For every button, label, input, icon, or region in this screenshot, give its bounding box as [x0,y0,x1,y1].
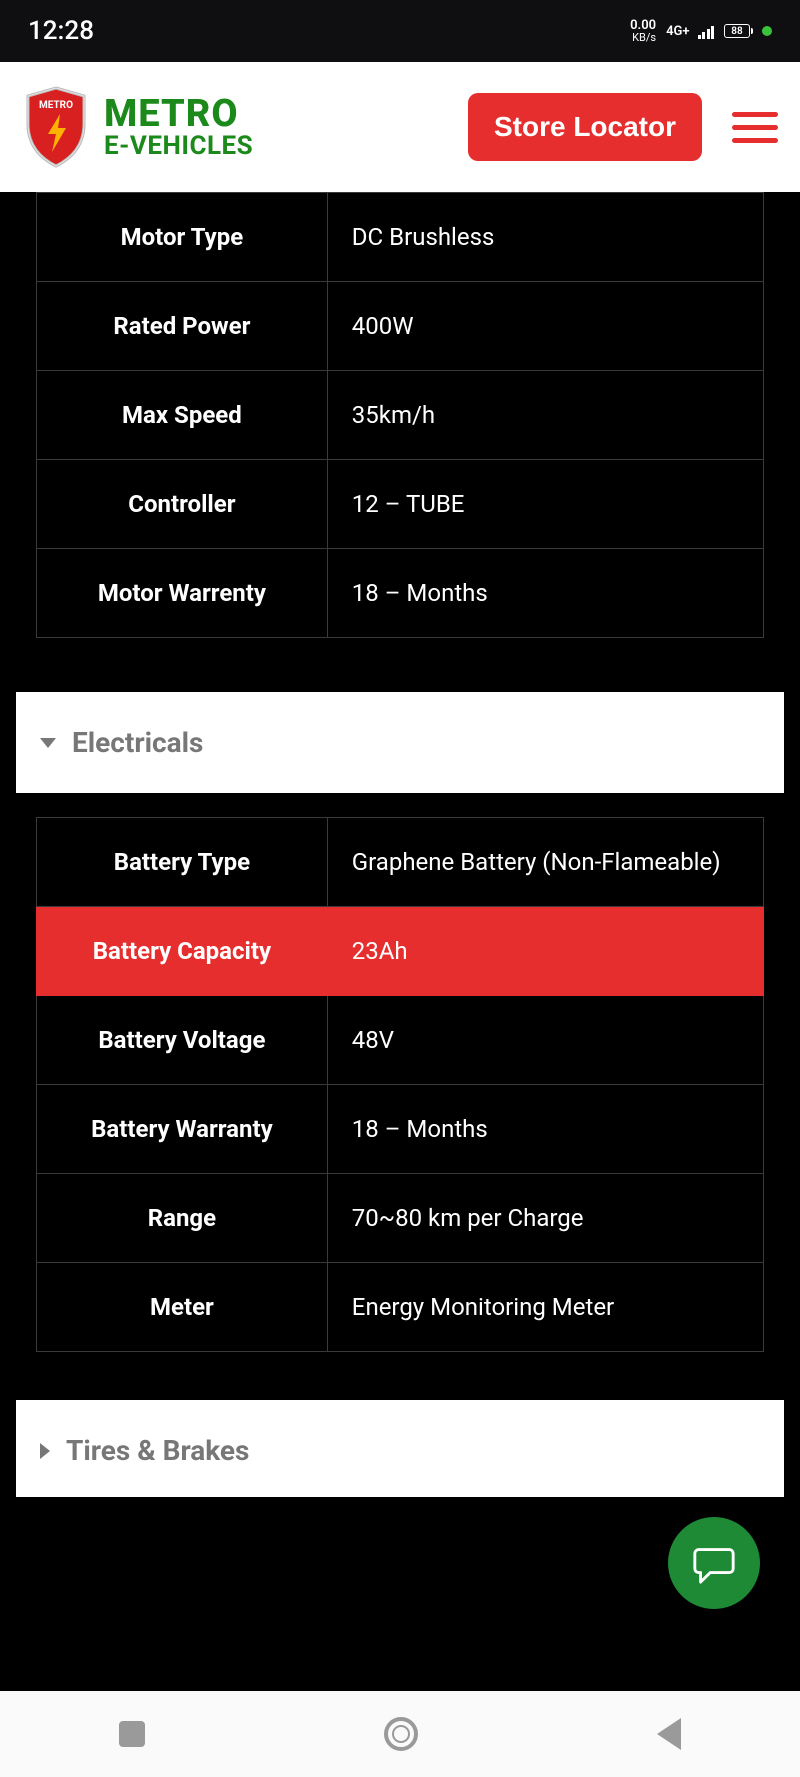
accordion-tires-brakes[interactable]: Tires & Brakes [16,1400,784,1497]
store-locator-button[interactable]: Store Locator [468,93,702,161]
spec-value: 35km/h [327,371,763,460]
signal-icon [698,23,715,39]
table-row: Max Speed35km/h [37,371,764,460]
spec-label: Battery Capacity [37,907,328,996]
android-nav-bar [0,1691,800,1777]
brand-wordmark[interactable]: METRO E-VEHICLES [104,95,454,159]
table-row: MeterEnergy Monitoring Meter [37,1263,764,1352]
page-content: Motor TypeDC BrushlessRated Power400WMax… [0,192,800,1497]
spec-label: Battery Type [37,818,328,907]
table-row: Battery Warranty18 – Months [37,1085,764,1174]
table-row: Range70~80 km per Charge [37,1174,764,1263]
app-header: METRO METRO E-VEHICLES Store Locator [0,62,800,192]
menu-icon[interactable] [732,112,778,143]
chat-icon [691,1540,737,1586]
spec-label: Rated Power [37,282,328,371]
nav-home-icon[interactable] [384,1717,418,1751]
status-indicators: 0.00 KB/s 4G+ 88 [630,19,772,43]
table-row: Motor TypeDC Brushless [37,193,764,282]
nav-back-icon[interactable] [657,1718,681,1750]
nav-recent-icon[interactable] [119,1721,145,1747]
spec-label: Max Speed [37,371,328,460]
accordion-electricals[interactable]: Electricals [16,692,784,793]
status-dot-icon [762,26,772,36]
chat-button[interactable] [668,1517,760,1609]
accordion-title: Electricals [72,726,203,759]
spec-value: 18 – Months [327,1085,763,1174]
table-row: Battery Voltage48V [37,996,764,1085]
network-type: 4G+ [666,24,689,39]
motor-spec-table: Motor TypeDC BrushlessRated Power400WMax… [36,192,764,638]
brand-line2: E-VEHICLES [104,133,454,159]
status-time: 12:28 [28,16,94,46]
chevron-down-icon [40,738,56,748]
spec-label: Controller [37,460,328,549]
spec-value: 18 – Months [327,549,763,638]
spec-label: Motor Type [37,193,328,282]
spec-value: 70~80 km per Charge [327,1174,763,1263]
spec-value: 12 – TUBE [327,460,763,549]
table-row: Rated Power400W [37,282,764,371]
network-speed: 0.00 KB/s [630,19,656,43]
electricals-spec-table: Battery TypeGraphene Battery (Non-Flamea… [36,817,764,1352]
spec-value: 48V [327,996,763,1085]
spec-label: Battery Voltage [37,996,328,1085]
spec-value: DC Brushless [327,193,763,282]
accordion-title: Tires & Brakes [66,1434,249,1467]
android-status-bar: 12:28 0.00 KB/s 4G+ 88 [0,0,800,62]
spec-value: 400W [327,282,763,371]
table-row: Battery TypeGraphene Battery (Non-Flamea… [37,818,764,907]
table-row: Battery Capacity23Ah [37,907,764,996]
brand-shield-icon[interactable]: METRO [22,86,90,168]
spec-value: Graphene Battery (Non-Flameable) [327,818,763,907]
spec-value: 23Ah [327,907,763,996]
table-row: Controller12 – TUBE [37,460,764,549]
spec-label: Motor Warrenty [37,549,328,638]
chevron-right-icon [40,1443,50,1459]
brand-line1: METRO [104,95,454,133]
shield-text: METRO [39,100,73,111]
table-row: Motor Warrenty18 – Months [37,549,764,638]
battery-icon: 88 [724,24,750,38]
spec-value: Energy Monitoring Meter [327,1263,763,1352]
spec-label: Range [37,1174,328,1263]
spec-label: Meter [37,1263,328,1352]
spec-label: Battery Warranty [37,1085,328,1174]
